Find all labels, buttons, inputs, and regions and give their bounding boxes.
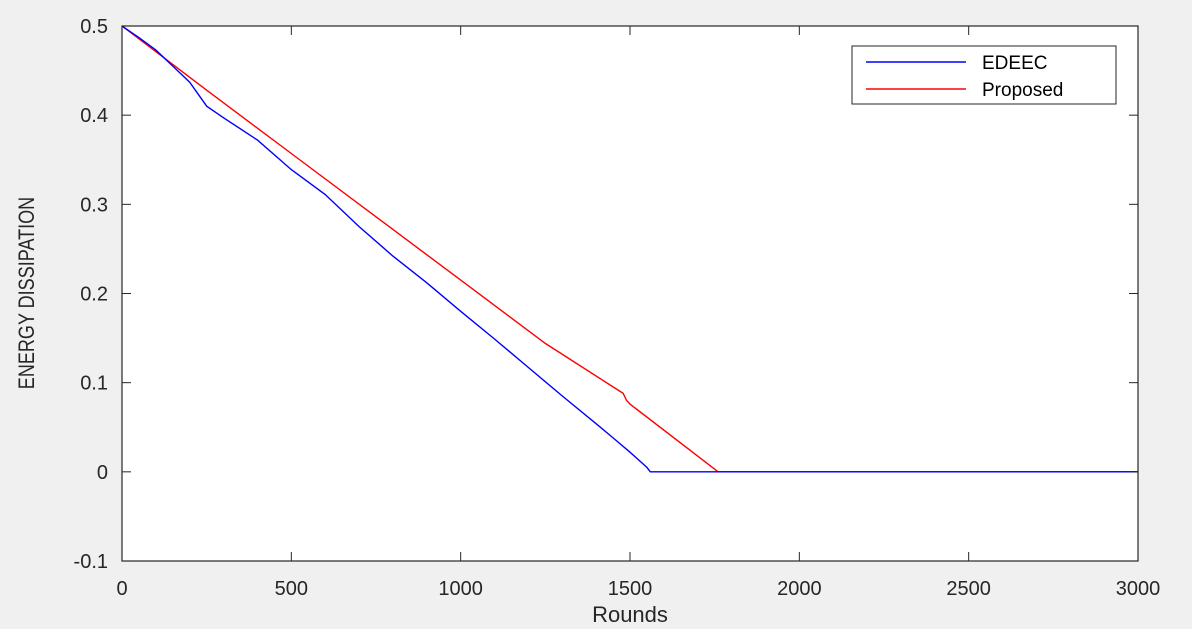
x-tick-label: 2000	[777, 578, 822, 600]
y-tick-label: 0.3	[80, 194, 108, 216]
y-tick-label: 0	[97, 462, 108, 484]
x-tick-label: 1500	[608, 578, 653, 600]
legend-box	[851, 45, 1117, 105]
legend-label-proposed: Proposed	[982, 80, 1063, 101]
x-tick-label: 1000	[438, 578, 483, 600]
y-tick-label: 0.4	[80, 105, 108, 127]
series-layer	[121, 25, 1138, 473]
x-tick-label: 2500	[946, 578, 991, 600]
x-tick-label: 0	[116, 578, 127, 600]
y-tick-label: 0.5	[80, 16, 108, 38]
ticks-layer: 0 500 1000 1500 2000 2500 3000 -0.1 0 0.1 0.2 0.3 0.…	[74, 16, 1161, 600]
y-tick-label: 0.1	[80, 373, 108, 395]
legend-label-edeec: EDEEC	[982, 53, 1047, 74]
x-tick-label: 3000	[1116, 578, 1161, 600]
y-tick-label: -0.1	[74, 551, 108, 573]
x-axis-label: Rounds	[592, 602, 668, 627]
y-tick-label: 0.2	[80, 284, 108, 306]
plot-area	[122, 26, 1138, 561]
y-axis-label: ENERGY DISSIPATION	[15, 197, 39, 389]
x-tick-label: 500	[275, 578, 308, 600]
legend: EDEEC Proposed	[851, 45, 1117, 105]
series-line-edeec	[121, 25, 1138, 473]
